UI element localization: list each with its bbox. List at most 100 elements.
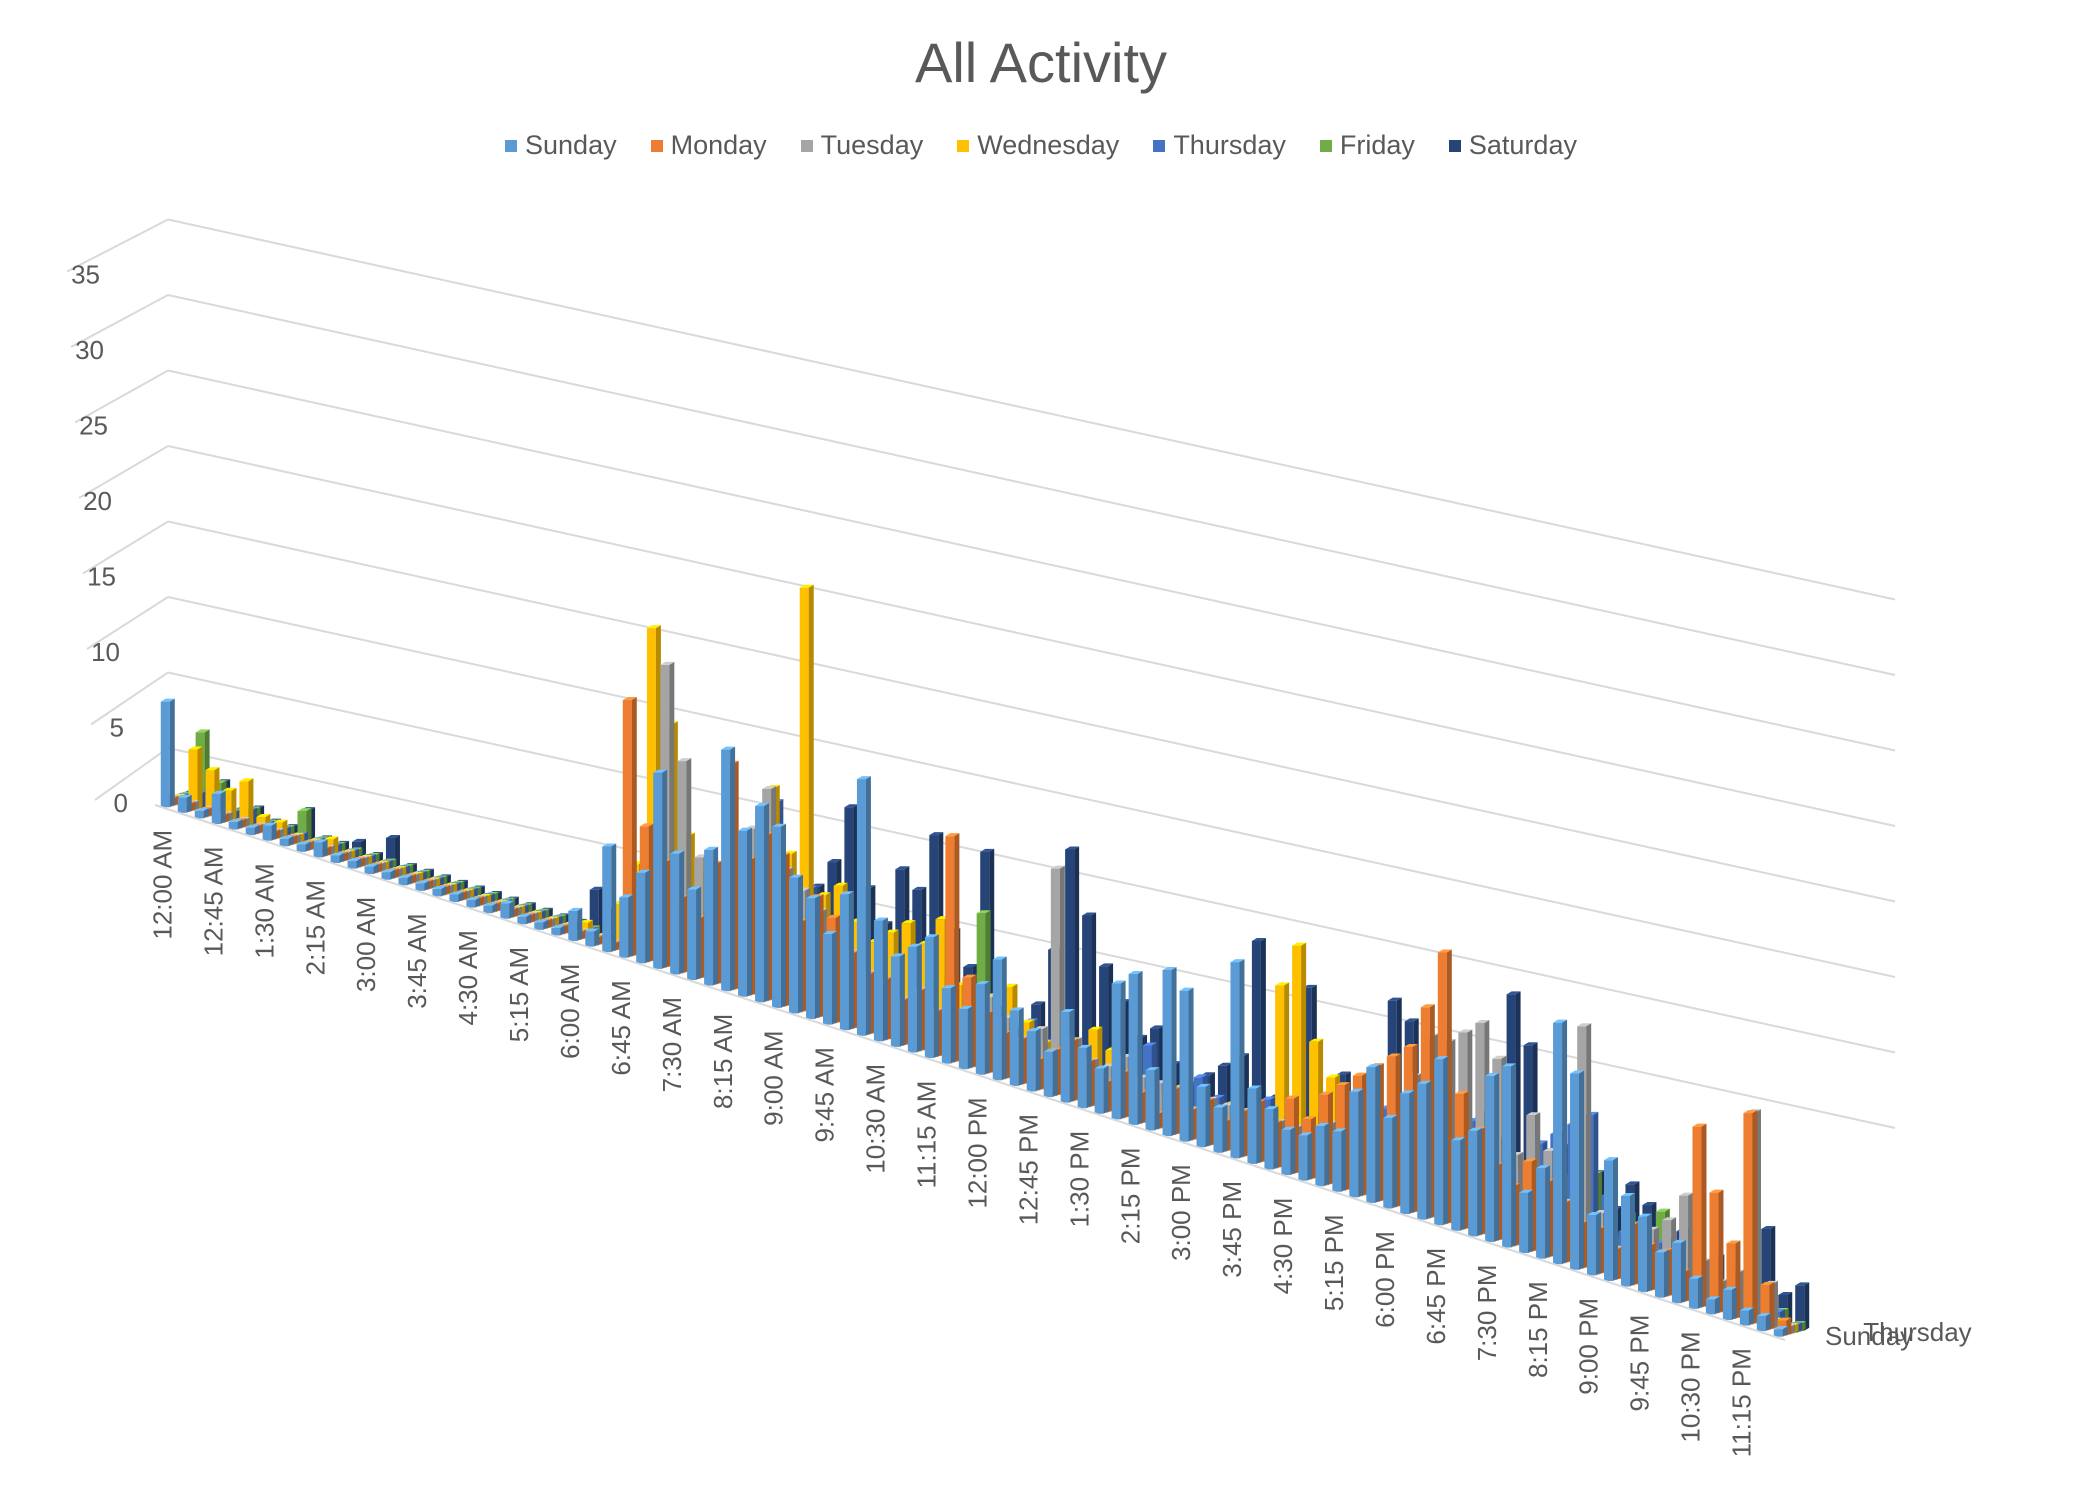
bar-top [1050,865,1065,869]
bar-top [963,964,978,968]
bar [1692,1126,1702,1308]
bar-top [262,822,277,826]
bar [1743,1113,1753,1325]
legend-label: Tuesday [820,130,924,160]
bar-top [646,625,661,629]
bar-side [899,953,905,1047]
bar [262,825,272,841]
bar [1519,1192,1529,1254]
bar-top [1352,1072,1367,1076]
bar-side [1586,1023,1592,1268]
bar-top [1162,966,1177,970]
bar [1162,969,1172,1137]
bar-top [1150,1025,1165,1029]
bar-side [288,835,294,847]
gridline-side [94,747,169,801]
bar [279,838,289,847]
bar [432,888,442,897]
bar-top [296,841,311,845]
gridline [167,294,1896,676]
bar-top [1604,1157,1619,1161]
bar-side [1731,1286,1737,1320]
bar-top [636,869,651,873]
bar-top [364,863,379,867]
legend-label: Saturday [1468,130,1577,160]
x-tick-label: 1:30 AM [249,863,279,958]
gridline [167,445,1896,827]
bar-top [1760,1281,1775,1285]
bar-side [747,827,753,997]
bar-top [1519,1189,1534,1193]
bar [1332,1131,1342,1192]
bar [958,1008,968,1070]
bar-top [975,981,990,985]
bar-side [696,886,702,981]
bar-top [398,874,413,878]
floor-edge [154,804,1786,1341]
bar [856,779,866,1036]
bar-top [619,894,634,898]
bar [941,988,951,1064]
bar [670,853,680,975]
bar-top [1739,1307,1754,1311]
bar-top [1284,1095,1299,1099]
bar-top [578,919,593,923]
bar [1302,987,1312,1170]
bar-side [271,822,277,841]
bar-top [1247,1085,1262,1089]
bar-side [730,746,736,992]
bar [297,811,307,842]
bar [1349,1091,1359,1198]
bar [1043,1051,1053,1098]
bar-side [1358,1088,1364,1198]
bar [1366,1067,1376,1203]
legend-swatch [1448,139,1461,152]
bar-side [560,924,566,936]
gridline-side [66,218,169,273]
bar-side [1341,1128,1347,1192]
bar-side [933,934,939,1059]
bar [636,872,646,964]
x-tick-label: 3:45 AM [402,913,432,1008]
x-tick-label: 1:30 PM [1064,1131,1094,1228]
bar-top [901,920,916,924]
bar-top [890,953,905,957]
bar-top [195,729,210,733]
bar [364,866,374,875]
bar-side [1443,1056,1449,1226]
bar [1179,990,1189,1142]
bar-top [313,839,328,843]
bar-top [1692,1123,1707,1127]
bar-top [1128,970,1143,974]
x-tick-label: 11:15 AM [912,1081,942,1189]
bar-top [1020,1019,1035,1023]
bar-top [839,891,854,895]
bar-top [1654,1249,1669,1253]
bar [738,830,748,997]
bar-top [1251,937,1266,941]
bar [653,772,663,969]
bar-side [1477,1127,1483,1237]
bar-side [1804,1282,1810,1331]
bar-top [551,924,566,928]
bar [500,903,510,919]
bar-top [660,661,675,665]
bar-side [1701,1123,1707,1308]
x-tick-label: 9:45 AM [810,1047,840,1142]
bar [895,869,905,1036]
bar-top [1642,1202,1657,1206]
bar-top [351,838,366,842]
bar-top [1111,980,1126,984]
bar-top [884,929,899,933]
bar [1315,1125,1325,1187]
x-tick-label: 7:30 PM [1472,1264,1502,1361]
bar-top [1587,1212,1602,1216]
bar-top [1298,1132,1313,1136]
bar-top [1383,1114,1398,1118]
y-tick-label: 20 [83,486,112,516]
bar-side [1137,970,1143,1125]
depth-axis-label: Sunday [1825,1321,1913,1351]
bar-top [976,910,991,914]
bar [1722,1289,1732,1320]
